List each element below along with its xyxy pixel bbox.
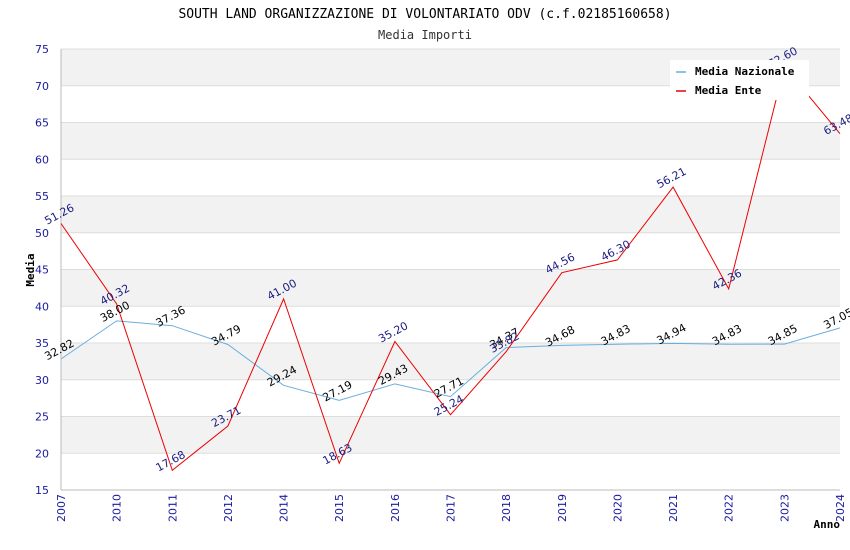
y-tick-label: 50 <box>35 227 49 240</box>
x-tick-label: 2023 <box>778 494 791 522</box>
y-tick-label: 15 <box>35 484 49 497</box>
x-tick-label: 2016 <box>389 494 402 522</box>
chart-subtitle: Media Importi <box>378 28 472 42</box>
axes <box>60 49 840 491</box>
y-tick-label: 75 <box>35 43 49 56</box>
x-tick-label: 2019 <box>556 494 569 522</box>
series-lines <box>60 65 841 472</box>
y-tick-label: 65 <box>35 117 49 130</box>
x-tick-label: 2020 <box>611 494 624 522</box>
x-tick-label: 2018 <box>500 494 513 522</box>
grid-band <box>61 343 840 380</box>
legend-box <box>670 60 809 100</box>
legend: Media Nazionale Media Ente <box>670 60 809 100</box>
data-label-media-nazionale: 27.19 <box>321 378 355 404</box>
x-tick-label: 2012 <box>222 494 235 522</box>
x-tick-label: 2021 <box>667 494 680 522</box>
y-tick-label: 30 <box>35 374 49 387</box>
x-tick-label: 2011 <box>166 494 179 522</box>
x-tick-label: 2014 <box>278 494 291 522</box>
x-tick-label: 2022 <box>723 494 736 522</box>
grid-band <box>61 122 840 160</box>
x-tick-label: 2017 <box>445 494 458 522</box>
legend-label-media-ente: Media Ente <box>695 84 762 97</box>
data-label-media-nazionale: 37.05 <box>821 306 850 332</box>
y-tick-label: 20 <box>35 447 49 460</box>
x-tick-label: 2024 <box>834 494 847 522</box>
chart-title: SOUTH LAND ORGANIZZAZIONE DI VOLONTARIAT… <box>178 7 671 22</box>
data-label-media-ente: 35.20 <box>376 319 410 345</box>
x-tick-labels: 2007 2010 2011 2012 2014 2015 2016 2017 2018 2019… <box>55 494 847 522</box>
y-tick-label: 55 <box>35 190 49 203</box>
y-tick-label: 25 <box>35 411 49 424</box>
y-tick-label: 70 <box>35 80 49 93</box>
x-tick-label: 2007 <box>55 494 68 522</box>
y-tick-labels: 15 20 25 30 35 40 45 50 55 60 65 70 75 <box>35 43 49 497</box>
grid-band <box>61 196 840 233</box>
series-line-media-ente <box>60 65 841 472</box>
x-axis-title: Anno <box>814 518 841 531</box>
y-tick-label: 40 <box>35 300 49 313</box>
grid-band <box>61 416 840 454</box>
series-line-media-nazionale <box>60 320 841 401</box>
y-tick-label: 35 <box>35 337 49 350</box>
y-axis-title: Media <box>24 253 37 286</box>
legend-label-media-nazionale: Media Nazionale <box>695 65 795 78</box>
y-tick-label: 60 <box>35 153 49 166</box>
x-tick-label: 2015 <box>333 494 346 522</box>
y-tick-label: 45 <box>35 264 49 277</box>
data-label-media-ente: 56.21 <box>654 165 688 191</box>
grid-band <box>61 269 840 307</box>
x-tick-label: 2010 <box>111 494 124 522</box>
